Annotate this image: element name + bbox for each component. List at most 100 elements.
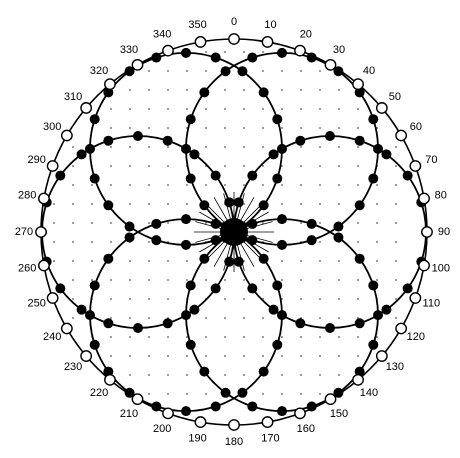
- angle-label-20: 20: [300, 29, 312, 41]
- grid-dot: [167, 336, 169, 338]
- grid-dot: [224, 298, 226, 300]
- petal-point: [237, 387, 248, 398]
- petal-point: [162, 135, 173, 146]
- grid-dot: [148, 260, 150, 262]
- grid-dot: [395, 298, 397, 300]
- grid-dot: [281, 165, 283, 167]
- grid-dot: [148, 203, 150, 205]
- grid-dot: [91, 222, 93, 224]
- grid-dot: [148, 89, 150, 91]
- grid-dot: [205, 108, 207, 110]
- grid-dot: [167, 89, 169, 91]
- petal-point: [258, 366, 269, 377]
- grid-dot: [72, 298, 74, 300]
- grid-dot: [224, 184, 226, 186]
- grid-dot: [186, 203, 188, 205]
- grid-dot: [110, 317, 112, 319]
- angle-label-110: 110: [423, 298, 441, 310]
- grid-dot: [395, 260, 397, 262]
- angle-label-200: 200: [153, 423, 171, 435]
- petal-point: [325, 131, 335, 141]
- petal-point: [181, 47, 191, 58]
- grid-dot: [300, 279, 302, 281]
- grid-dot: [395, 317, 397, 319]
- ring-point-220: [104, 373, 116, 386]
- petal-point: [354, 253, 365, 264]
- grid-dot: [205, 146, 207, 148]
- ring-point-100: [418, 259, 430, 272]
- grid-dot: [243, 89, 245, 91]
- grid-dot: [167, 184, 169, 186]
- angle-label-100: 100: [432, 262, 450, 274]
- grid-dot: [395, 146, 397, 148]
- grid-dot: [338, 298, 340, 300]
- angle-label-150: 150: [330, 408, 348, 420]
- petal-point: [333, 66, 344, 77]
- grid-dot: [129, 165, 131, 167]
- angle-label-260: 260: [18, 262, 36, 274]
- grid-dot: [243, 146, 245, 148]
- grid-dot: [72, 203, 74, 205]
- grid-dot: [205, 355, 207, 357]
- petal-point: [268, 149, 279, 160]
- ring-point-230: [80, 350, 93, 362]
- angle-label-300: 300: [43, 121, 61, 133]
- grid-dot: [167, 298, 169, 300]
- grid-dot: [148, 146, 150, 148]
- angle-label-210: 210: [120, 408, 138, 420]
- ring-point-10: [261, 36, 274, 48]
- grid-dot: [281, 260, 283, 262]
- grid-dot: [224, 317, 226, 319]
- grid-dot: [224, 374, 226, 376]
- ring-point-180: [228, 419, 240, 431]
- angle-label-220: 220: [90, 387, 108, 399]
- grid-dot: [319, 260, 321, 262]
- petal-point: [89, 114, 100, 125]
- petal-point: [151, 401, 162, 412]
- angle-label-180: 180: [225, 436, 243, 448]
- petal-point: [402, 170, 413, 181]
- grid-dot: [129, 108, 131, 110]
- grid-dot: [91, 279, 93, 281]
- grid-dot: [281, 89, 283, 91]
- grid-dot: [357, 279, 359, 281]
- angle-label-70: 70: [425, 154, 437, 166]
- grid-dot: [186, 108, 188, 110]
- grid-dot: [243, 108, 245, 110]
- grid-dot: [281, 184, 283, 186]
- grid-dot: [357, 317, 359, 319]
- ring-point-170: [261, 416, 274, 428]
- grid-dot: [319, 355, 321, 357]
- petal-point: [373, 310, 383, 321]
- grid-dot: [262, 127, 264, 129]
- ring-point-40: [352, 78, 364, 91]
- petal-point: [306, 218, 317, 229]
- grid-dot: [148, 108, 150, 110]
- petal-point: [124, 221, 135, 232]
- grid-dot: [262, 317, 264, 319]
- grid-dot: [110, 298, 112, 300]
- grid-dot: [167, 374, 169, 376]
- petal-point: [368, 114, 379, 125]
- petal-point: [103, 200, 114, 211]
- grid-dot: [281, 108, 283, 110]
- grid-dot: [376, 336, 378, 338]
- grid-dot: [148, 165, 150, 167]
- petal-point: [199, 253, 210, 264]
- grid-dot: [243, 336, 245, 338]
- grid-dot: [167, 355, 169, 357]
- grid-dot: [338, 89, 340, 91]
- petal-point: [181, 406, 191, 417]
- grid-dot: [110, 184, 112, 186]
- grid-dot: [376, 279, 378, 281]
- ring-point-90: [421, 226, 433, 238]
- grid-dot: [357, 127, 359, 129]
- petal-point: [306, 401, 317, 412]
- grid-dot: [300, 165, 302, 167]
- grid-dot: [224, 127, 226, 129]
- grid-dot: [129, 127, 131, 129]
- grid-dot: [148, 374, 150, 376]
- petal-point: [247, 401, 258, 412]
- petal-point: [295, 318, 306, 329]
- ring-point-140: [352, 373, 364, 386]
